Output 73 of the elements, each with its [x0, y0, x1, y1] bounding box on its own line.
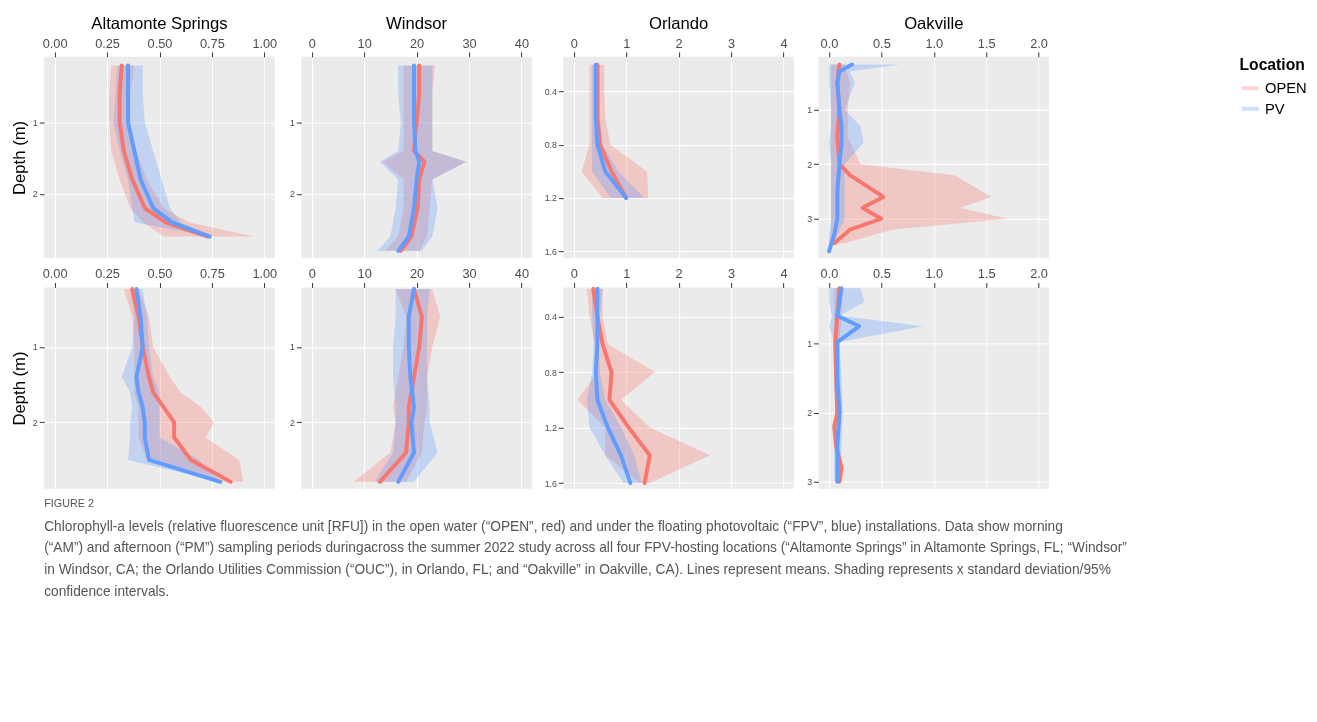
x-tick-label: 10 [357, 35, 372, 51]
text: Chlorophyll-a levels (relative fluorescence unit [RFU]) in the open water (“OPEN”, red) and under the floating photovoltaic (“FPV”, blue) installations. Data show morning (“AM”) and afternoon (“PM”) sampling periods duringacross the summer 2022 study across all four FPV-hosting locations (“Altamonte Springs” in Altamonte Springs, FL; “Windsor” in Windsor, CA; the Orlando Utilities Commission (“OUC”), in Orlando, FL; and “Oakville” in Oakville, CA). Lines represent means. Shading represents x standard deviation/95% confidence intervals. [44, 518, 1128, 599]
chart-title: Windsor [386, 14, 448, 34]
y-tick-label: 2 [289, 417, 295, 428]
x-tick-label: 0.0 [820, 35, 839, 51]
y-axis-title: Depth (m) [10, 120, 30, 195]
x-tick-label: 4 [780, 266, 788, 282]
chart-title: Altamonte Springs [91, 14, 228, 34]
x-tick-label: 0.50 [147, 266, 173, 282]
chart-title: Oakville [904, 14, 964, 34]
y-tick-label: 3 [807, 214, 813, 225]
chart-title: Orlando [648, 14, 709, 34]
y-tick-label: 1.6 [544, 246, 558, 257]
y-tick-label: 1.2 [544, 423, 558, 434]
y-tick-label: 0.4 [544, 86, 558, 97]
x-tick-label: 4 [780, 35, 788, 51]
x-tick-label: 0.5 [872, 35, 891, 51]
x-tick-label: 3 [727, 266, 736, 282]
x-tick-label: 40 [514, 266, 529, 282]
x-tick-label: 0.0 [820, 266, 839, 282]
y-tick-label: 1 [289, 342, 295, 353]
x-tick-label: 0.00 [42, 266, 68, 282]
y-tick-label: 1 [289, 117, 295, 128]
x-tick-label: 0 [570, 266, 578, 282]
x-tick-label: 40 [514, 35, 529, 51]
x-tick-label: 0 [570, 35, 578, 51]
x-tick-label: 3 [727, 35, 736, 51]
caption: FIGURE 2 [44, 497, 94, 510]
y-tick-label: 1 [32, 117, 38, 128]
y-tick-label: 1 [32, 342, 38, 353]
y-tick-label: 1.2 [544, 193, 558, 204]
legend-label: PV [1264, 100, 1285, 117]
y-tick-label: 3 [807, 477, 813, 488]
x-tick-label: 10 [357, 266, 372, 282]
x-tick-label: 2.0 [1030, 266, 1048, 282]
x-tick-label: 20 [409, 35, 425, 51]
y-tick-label: 0.4 [544, 312, 558, 323]
y-tick-label: 2 [289, 189, 295, 200]
x-tick-label: 1.00 [252, 266, 278, 282]
y-tick-label: 2 [807, 408, 813, 419]
x-tick-label: 1.00 [252, 35, 278, 51]
x-tick-label: 0.5 [872, 266, 891, 282]
y-tick-label: 0.8 [544, 367, 558, 378]
x-tick-label: 0.50 [147, 35, 173, 51]
x-tick-label: 20 [409, 266, 425, 282]
x-tick-label: 0.00 [42, 35, 68, 51]
x-tick-label: 1.0 [925, 35, 944, 51]
x-tick-label: 0.25 [95, 35, 120, 51]
x-tick-label: 1.0 [925, 266, 944, 282]
x-tick-label: 0.75 [199, 35, 225, 51]
x-tick-label: 2 [675, 35, 683, 51]
x-tick-label: 0.25 [95, 266, 120, 282]
x-tick-label: 2 [675, 266, 683, 282]
y-tick-label: 2 [32, 417, 38, 428]
y-tick-label: 1.6 [544, 478, 558, 489]
x-tick-label: 0 [308, 35, 316, 51]
legend-title: Location [1239, 55, 1305, 73]
x-tick-label: 2.0 [1030, 35, 1048, 51]
x-tick-label: 1 [623, 266, 631, 282]
x-tick-label: 1.5 [977, 35, 996, 51]
y-axis-title: Depth (m) [10, 351, 30, 426]
y-tick-label: 2 [807, 159, 813, 170]
x-tick-label: 0 [308, 266, 316, 282]
x-tick-label: 1 [623, 35, 631, 51]
x-tick-label: 1.5 [977, 266, 996, 282]
x-tick-label: 30 [462, 35, 477, 51]
x-tick-label: 30 [462, 266, 477, 282]
y-tick-label: 1 [807, 105, 813, 116]
y-tick-label: 2 [32, 189, 38, 200]
legend-label: OPEN [1264, 80, 1307, 97]
x-tick-label: 0.75 [199, 266, 225, 282]
y-tick-label: 1 [807, 338, 813, 349]
y-tick-label: 0.8 [544, 140, 558, 151]
